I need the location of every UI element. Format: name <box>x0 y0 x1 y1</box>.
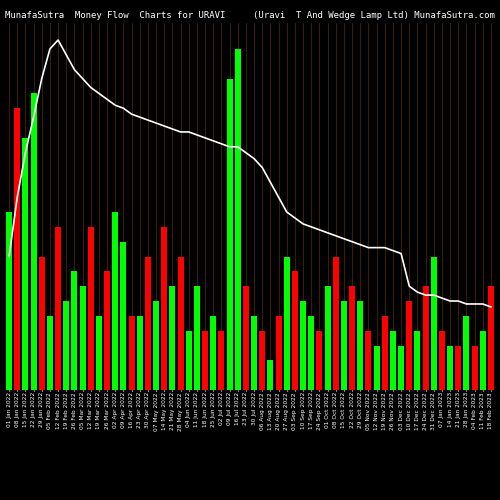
Bar <box>472 346 478 390</box>
Bar <box>488 286 494 390</box>
Bar <box>382 316 388 390</box>
Bar <box>251 316 257 390</box>
Bar <box>178 256 184 390</box>
Bar <box>194 286 200 390</box>
Bar <box>6 212 12 390</box>
Text: MunafaSutra  Money Flow  Charts for URAVI: MunafaSutra Money Flow Charts for URAVI <box>5 11 226 20</box>
Bar <box>63 301 70 390</box>
Text: (Uravi  T And Wedge Lamp Ltd) MunafaSutra.com: (Uravi T And Wedge Lamp Ltd) MunafaSutra… <box>253 11 495 20</box>
Bar <box>464 316 469 390</box>
Bar <box>104 272 110 390</box>
Bar <box>88 227 94 390</box>
Bar <box>136 316 143 390</box>
Bar <box>55 227 61 390</box>
Bar <box>218 330 224 390</box>
Bar <box>366 330 372 390</box>
Bar <box>308 316 314 390</box>
Bar <box>22 138 28 390</box>
Bar <box>390 330 396 390</box>
Bar <box>153 301 159 390</box>
Bar <box>455 346 462 390</box>
Bar <box>414 330 420 390</box>
Bar <box>120 242 126 390</box>
Bar <box>324 286 330 390</box>
Bar <box>202 330 208 390</box>
Bar <box>284 256 290 390</box>
Bar <box>210 316 216 390</box>
Bar <box>47 316 53 390</box>
Bar <box>170 286 175 390</box>
Bar <box>480 330 486 390</box>
Bar <box>357 301 364 390</box>
Bar <box>430 256 437 390</box>
Bar <box>447 346 453 390</box>
Bar <box>316 330 322 390</box>
Bar <box>300 301 306 390</box>
Bar <box>112 212 118 390</box>
Bar <box>128 316 134 390</box>
Bar <box>234 49 241 390</box>
Bar <box>349 286 355 390</box>
Bar <box>374 346 380 390</box>
Bar <box>80 286 86 390</box>
Bar <box>14 108 20 390</box>
Bar <box>398 346 404 390</box>
Bar <box>186 330 192 390</box>
Bar <box>268 360 274 390</box>
Bar <box>292 272 298 390</box>
Bar <box>161 227 168 390</box>
Bar <box>226 78 232 390</box>
Bar <box>38 256 45 390</box>
Bar <box>96 316 102 390</box>
Bar <box>145 256 151 390</box>
Bar <box>243 286 249 390</box>
Bar <box>30 94 36 390</box>
Bar <box>259 330 266 390</box>
Bar <box>72 272 78 390</box>
Bar <box>341 301 347 390</box>
Bar <box>439 330 445 390</box>
Bar <box>422 286 428 390</box>
Bar <box>406 301 412 390</box>
Bar <box>332 256 339 390</box>
Bar <box>276 316 281 390</box>
